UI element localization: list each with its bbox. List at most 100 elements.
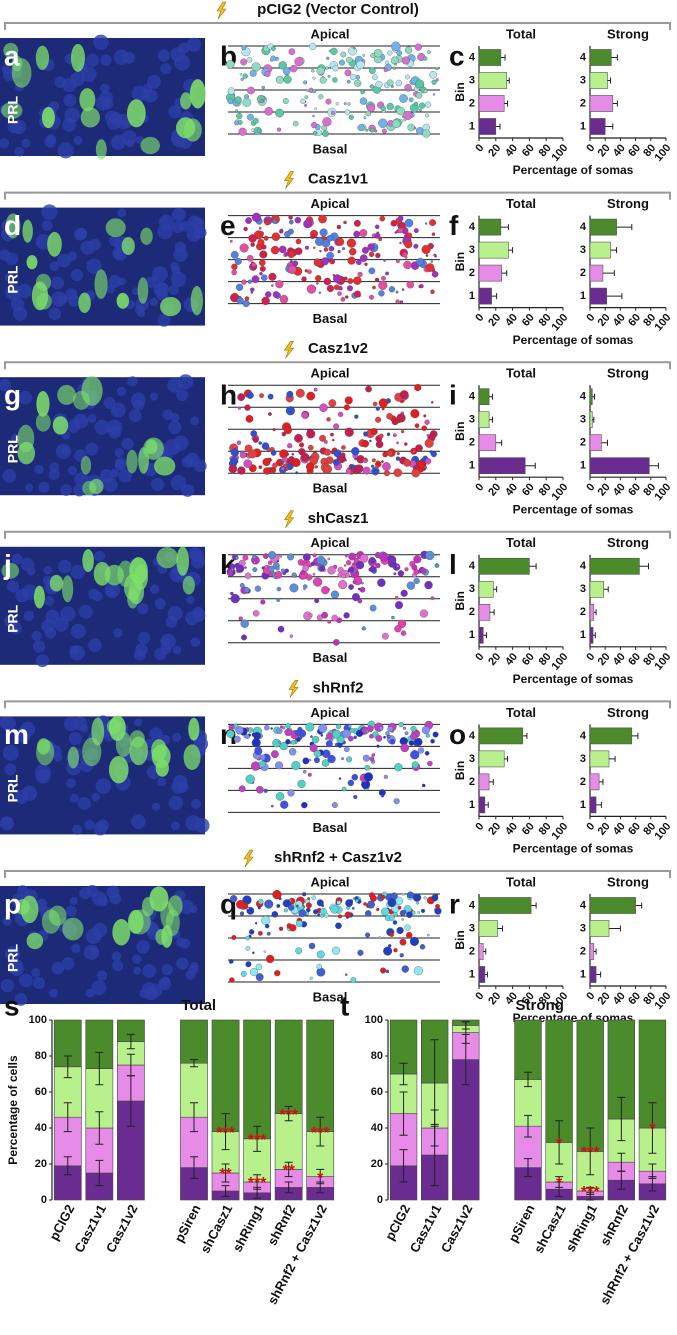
soma-dot bbox=[425, 733, 430, 738]
y-tick-label: 4 bbox=[469, 560, 476, 572]
labeled-cell bbox=[48, 905, 67, 926]
soma-dot bbox=[353, 230, 361, 238]
soma-dot bbox=[368, 267, 376, 275]
section-bracket bbox=[4, 191, 671, 200]
soma-dot bbox=[271, 284, 274, 287]
section-bracket bbox=[4, 361, 671, 370]
nucleus bbox=[71, 943, 81, 953]
nucleus bbox=[176, 957, 189, 970]
soma-dot bbox=[427, 760, 433, 767]
soma-dot bbox=[245, 774, 255, 784]
nucleus bbox=[176, 389, 189, 402]
labeled-cell bbox=[41, 106, 55, 129]
soma-dot bbox=[391, 119, 401, 129]
bar bbox=[589, 773, 600, 791]
nucleus bbox=[49, 462, 60, 472]
soma-dot bbox=[338, 580, 348, 590]
error-bar bbox=[586, 1186, 595, 1196]
y-tick-label: 2 bbox=[580, 437, 586, 449]
soma-dot bbox=[401, 288, 405, 291]
soma-dot bbox=[315, 275, 322, 282]
nucleus bbox=[116, 386, 127, 397]
error-bar bbox=[493, 586, 498, 593]
labeled-cell bbox=[49, 574, 64, 592]
nucleus bbox=[121, 437, 134, 450]
apical-label: Apical bbox=[310, 535, 349, 550]
soma-dot bbox=[327, 74, 331, 78]
soma-dot bbox=[423, 89, 428, 94]
soma-dot bbox=[367, 243, 375, 251]
soma-dot bbox=[242, 554, 249, 561]
soma-dot bbox=[369, 604, 377, 612]
nucleus bbox=[160, 63, 172, 75]
nucleus bbox=[20, 557, 35, 572]
bar bbox=[589, 966, 597, 983]
labeled-cell bbox=[1, 562, 20, 579]
soma-dot bbox=[375, 562, 381, 569]
soma-dot bbox=[404, 74, 410, 80]
soma-dot bbox=[245, 217, 252, 224]
soma-dot bbox=[345, 973, 348, 976]
y-tick-label: 2 bbox=[469, 267, 475, 279]
soma-dot bbox=[272, 219, 278, 224]
soma-dot bbox=[250, 287, 255, 292]
nucleus bbox=[2, 744, 19, 761]
nucleus bbox=[179, 221, 190, 232]
x-tick-label: shRnf2 bbox=[597, 1202, 631, 1248]
soma-dot bbox=[365, 110, 371, 117]
soma-dot bbox=[376, 744, 380, 748]
soma-dot bbox=[266, 954, 275, 964]
soma-dot bbox=[247, 449, 257, 459]
soma-dot bbox=[313, 749, 321, 758]
soma-dot bbox=[355, 75, 361, 80]
soma-dot bbox=[332, 729, 341, 739]
bolt-icon bbox=[288, 680, 299, 698]
soma-dot bbox=[432, 93, 436, 96]
soma-dot bbox=[337, 411, 344, 418]
soma-dot bbox=[253, 117, 259, 124]
bar bbox=[589, 241, 611, 259]
labeled-cell bbox=[180, 92, 192, 110]
soma-dot bbox=[287, 789, 295, 797]
y-tick-label: 1 bbox=[580, 799, 586, 811]
soma-dot bbox=[244, 404, 251, 411]
soma-dot bbox=[228, 959, 234, 964]
y-tick-label: 3 bbox=[580, 922, 586, 934]
soma-dot bbox=[414, 43, 422, 51]
soma-dot bbox=[340, 51, 347, 58]
section-title: Casz1v1 bbox=[308, 171, 368, 188]
soma-dot bbox=[301, 801, 308, 809]
soma-dot bbox=[378, 726, 384, 731]
nucleus bbox=[162, 409, 174, 421]
soma-dot bbox=[404, 240, 413, 249]
nucleus bbox=[38, 481, 50, 493]
y-tick-label: 4 bbox=[580, 51, 587, 63]
soma-dot bbox=[258, 465, 263, 470]
nucleus bbox=[139, 988, 149, 998]
labeled-cell bbox=[36, 391, 50, 417]
soma-dot bbox=[264, 923, 270, 929]
error-bar bbox=[430, 1039, 439, 1127]
error-bar bbox=[501, 270, 508, 277]
soma-dot bbox=[378, 118, 388, 128]
soma-dot bbox=[353, 290, 361, 298]
soma-dot bbox=[238, 616, 243, 621]
nucleus bbox=[61, 957, 75, 971]
x-tick-label: Casz1v2 bbox=[103, 1202, 141, 1255]
region-label: PRL bbox=[5, 604, 21, 632]
x-tick-label: 60 bbox=[520, 481, 537, 498]
error-bar bbox=[612, 100, 618, 107]
error-bar bbox=[529, 563, 537, 570]
soma-dot bbox=[369, 294, 375, 300]
soma-dot bbox=[313, 130, 317, 135]
bar bbox=[478, 750, 505, 768]
bolt-icon bbox=[283, 171, 295, 189]
nucleus bbox=[100, 54, 112, 66]
error-bar bbox=[126, 1033, 135, 1050]
section-title: shCasz1 bbox=[308, 510, 369, 527]
soma-dot bbox=[304, 95, 309, 100]
y-axis-label: Bin bbox=[453, 761, 467, 780]
nucleus bbox=[190, 637, 201, 648]
soma-dot bbox=[243, 587, 250, 593]
labeled-cell bbox=[165, 909, 180, 937]
